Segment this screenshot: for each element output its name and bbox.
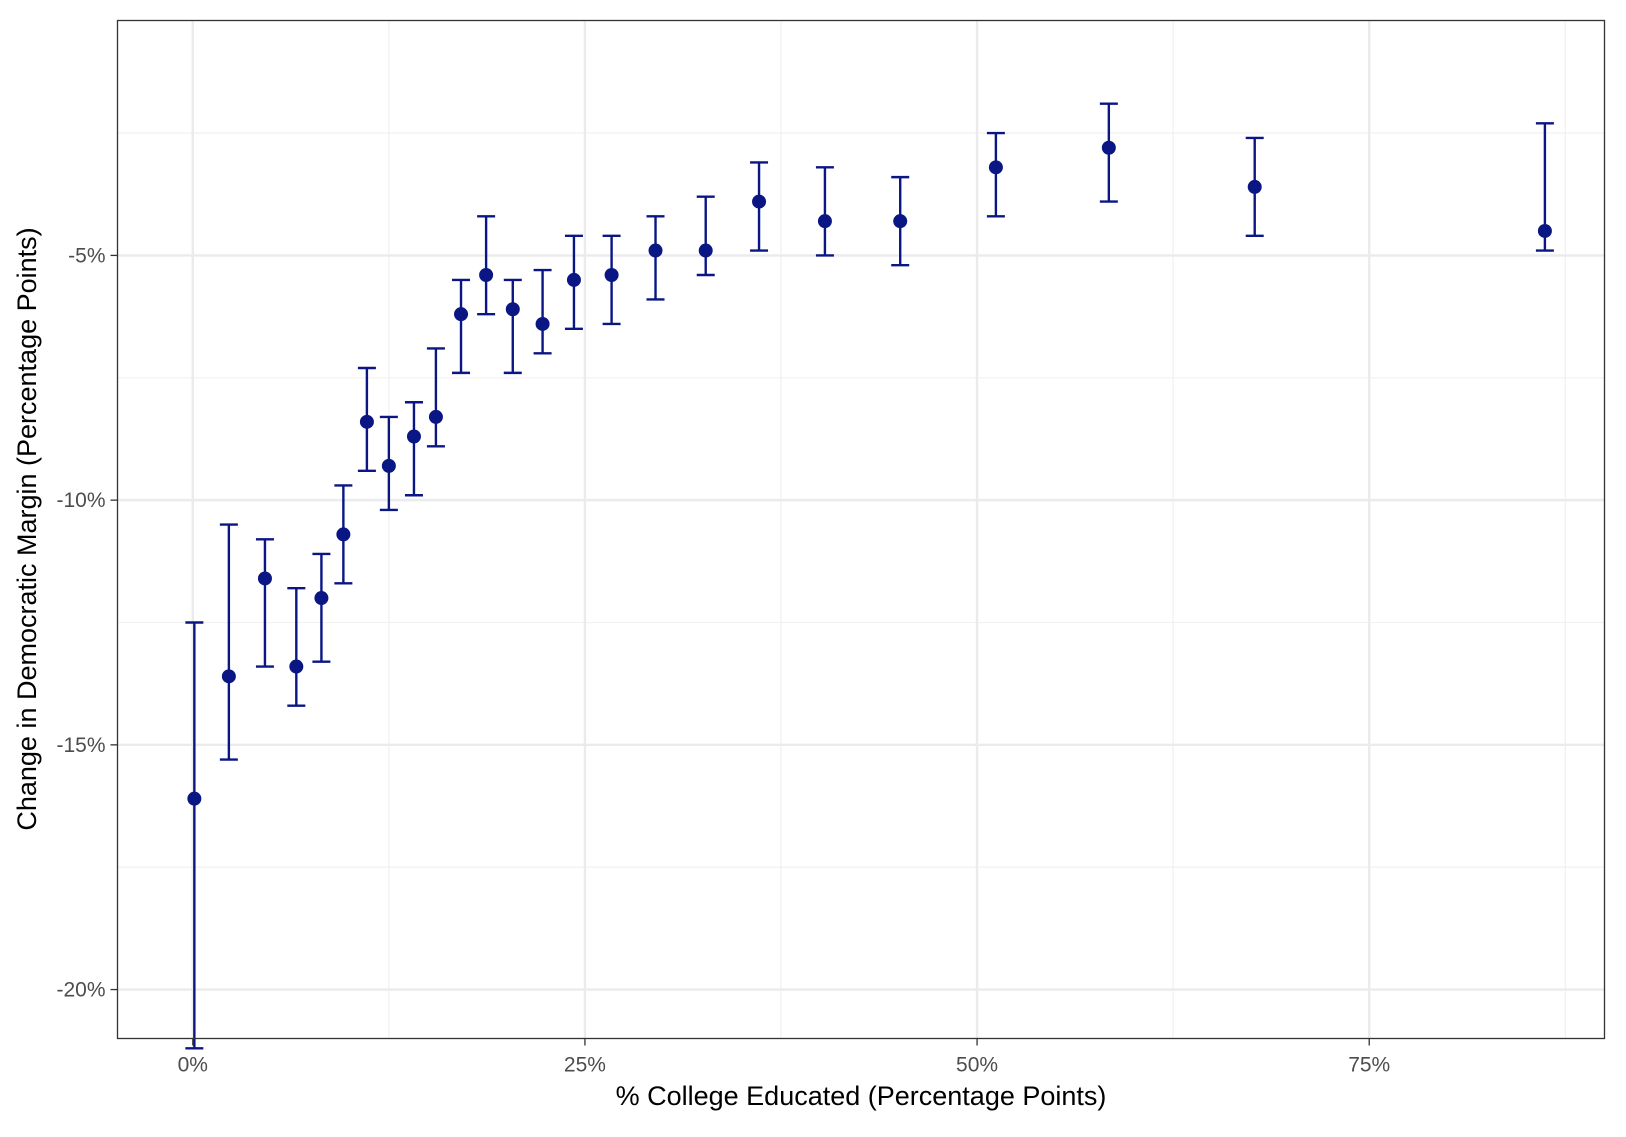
error-bar bbox=[219, 523, 238, 761]
data-point bbox=[454, 307, 469, 322]
data-point bbox=[505, 302, 520, 317]
data-point bbox=[566, 272, 581, 287]
data-point bbox=[479, 268, 494, 282]
data-point bbox=[988, 160, 1003, 175]
data-point bbox=[336, 527, 351, 542]
error-bar bbox=[815, 166, 834, 257]
error-bar bbox=[533, 268, 552, 355]
error-bar bbox=[255, 538, 274, 668]
y-tick-label: -20% bbox=[56, 979, 105, 1002]
data-point bbox=[187, 791, 202, 806]
x-tick-label: 25% bbox=[564, 1054, 606, 1077]
error-bar bbox=[452, 278, 471, 375]
data-point bbox=[648, 243, 663, 258]
y-tick-label: -15% bbox=[56, 734, 105, 757]
x-tick-label: 0% bbox=[178, 1054, 208, 1077]
data-point bbox=[817, 214, 832, 229]
y-tick-label: -5% bbox=[68, 244, 105, 267]
x-tick-label: 75% bbox=[1348, 1054, 1390, 1077]
data-point bbox=[698, 243, 713, 258]
error-bar bbox=[426, 347, 445, 448]
error-bar bbox=[696, 195, 715, 277]
data-point bbox=[1247, 179, 1262, 194]
error-bar bbox=[185, 621, 204, 1050]
data-point bbox=[535, 316, 550, 331]
data-point bbox=[604, 268, 619, 282]
error-bar bbox=[404, 401, 423, 497]
data-point bbox=[289, 659, 304, 674]
error-bar bbox=[312, 552, 331, 663]
data-point bbox=[406, 429, 421, 444]
error-bar bbox=[477, 215, 496, 316]
errorbar-series bbox=[185, 102, 1554, 1050]
data-point bbox=[1537, 223, 1552, 238]
data-point bbox=[428, 409, 443, 424]
y-axis-title: Change in Democratic Margin (Percentage … bbox=[12, 227, 42, 830]
plot-panel-border bbox=[116, 19, 1606, 1040]
y-tick-label: -10% bbox=[56, 489, 105, 512]
x-axis-title: % College Educated (Percentage Points) bbox=[616, 1081, 1107, 1111]
data-point bbox=[257, 571, 272, 586]
data-point bbox=[752, 194, 767, 209]
axis-ticks: 0% 25% 50% 75% -20% -15% -10% -5% bbox=[56, 244, 1390, 1076]
data-point bbox=[221, 669, 236, 684]
point-series bbox=[187, 140, 1552, 806]
error-bar bbox=[646, 215, 665, 301]
error-bar bbox=[986, 131, 1005, 218]
grid-lines bbox=[117, 20, 1605, 1039]
data-point bbox=[381, 458, 396, 473]
data-point bbox=[359, 414, 374, 429]
error-bar bbox=[503, 278, 522, 375]
data-point bbox=[893, 214, 908, 229]
data-point bbox=[1101, 140, 1116, 155]
x-tick-label: 50% bbox=[956, 1054, 998, 1077]
data-point bbox=[314, 591, 329, 606]
error-bar bbox=[287, 587, 306, 707]
